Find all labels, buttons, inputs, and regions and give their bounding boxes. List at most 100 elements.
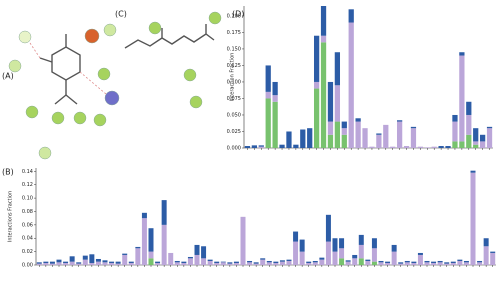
bar-segment [463,262,469,265]
bar-segment [365,260,371,265]
bar-segment [306,261,312,263]
bar-segment [279,144,285,148]
y-tick-label: 0.075 [227,96,241,102]
bar-segment [214,262,220,265]
bar-segment [161,200,167,225]
bar-segment [341,128,347,135]
bar-segment [181,262,187,265]
bar-segment [293,231,299,242]
bar-segment [385,261,391,263]
bar-segment [479,141,486,148]
bar-segment [444,263,450,265]
bar-segment [168,252,174,265]
bar-segment [362,128,368,148]
bar-segment [457,259,463,261]
bar-segment [63,262,69,265]
bar-segment [398,263,404,265]
bar-segment [82,259,88,265]
bar-segment [332,251,338,265]
bar-segment [320,42,327,149]
y-tick-label: 0.125 [227,63,241,69]
bar-segment [115,261,121,264]
bar-segment [410,128,417,148]
bar-segment [247,260,253,263]
bar-segment [391,244,397,252]
bar-segment [306,262,312,265]
bar-segment [404,262,410,265]
bar-segment [320,6,327,36]
bar-segment [477,262,483,265]
y-tick-label: 0.000 [227,146,241,152]
bar-segment [194,244,200,255]
bar-segment [260,258,266,260]
bar-segment [431,146,437,148]
bar-segment [227,263,233,265]
bar-segment [490,251,496,253]
bar-segment [299,239,305,252]
bar-segment [286,259,292,261]
panel-label: (C) [115,10,127,19]
bar-segment [258,146,264,148]
bar-segment [102,260,108,263]
bar-segment [463,260,469,263]
bar-segment [312,262,318,265]
bar-segment [207,260,213,265]
bar-segment [345,260,351,262]
bar-segment [240,216,246,265]
bar-segment [155,262,161,265]
bar-segment [115,263,121,265]
bar-segment [339,238,345,249]
bar-segment [327,121,334,135]
bar-segment [473,141,479,145]
bar-segment [141,218,147,265]
bar-segment [445,146,451,148]
bar-segment [82,255,88,260]
bar-segment [325,214,331,242]
bar-segment [279,261,285,265]
bar-segment [341,134,347,148]
y-tick-label: 0.04 [22,236,33,242]
bar-segment [286,131,292,148]
bar-segment [369,146,375,148]
panel-label: (A) [2,72,14,81]
bar-segment [411,261,417,263]
bar-segment [201,246,207,259]
bar-segment [266,262,272,265]
y-tick-label: 0.08 [22,209,33,215]
bar-segment [300,129,306,148]
bar-segment [265,98,271,148]
bar-segment [355,118,361,122]
y-tick-label: 0.200 [227,13,241,19]
bar-segment [56,262,62,265]
bar-segment [265,91,271,99]
bar-segment [69,256,75,262]
bar-segment [233,261,239,263]
bar-segment [457,260,463,265]
bar-segment [334,52,341,86]
bar-segment [470,172,476,265]
bar-segment [220,261,226,263]
bar-segment [128,261,134,263]
bar-segment [490,252,496,265]
bar-segment [486,126,493,129]
bar-segment [398,262,404,264]
bar-segment [452,114,458,122]
bar-segment [348,9,354,23]
bar-segment [214,261,220,263]
bar-segment [148,228,154,252]
bar-segment [43,261,49,263]
bar-segment [247,262,253,265]
bar-segment [128,262,134,265]
bar-segment [227,262,233,264]
bar-segment [452,141,458,148]
bar-segment [365,259,371,261]
bar-segment [69,261,75,265]
bar-segment [424,260,430,263]
bar-segment [109,262,115,265]
y-axis-label: Interactions Fraction [8,191,14,242]
bar-segment [477,260,483,263]
bar-segment [383,124,389,148]
bar-segment [352,258,358,265]
bar-segment [459,141,465,148]
bar-segment [459,55,465,142]
